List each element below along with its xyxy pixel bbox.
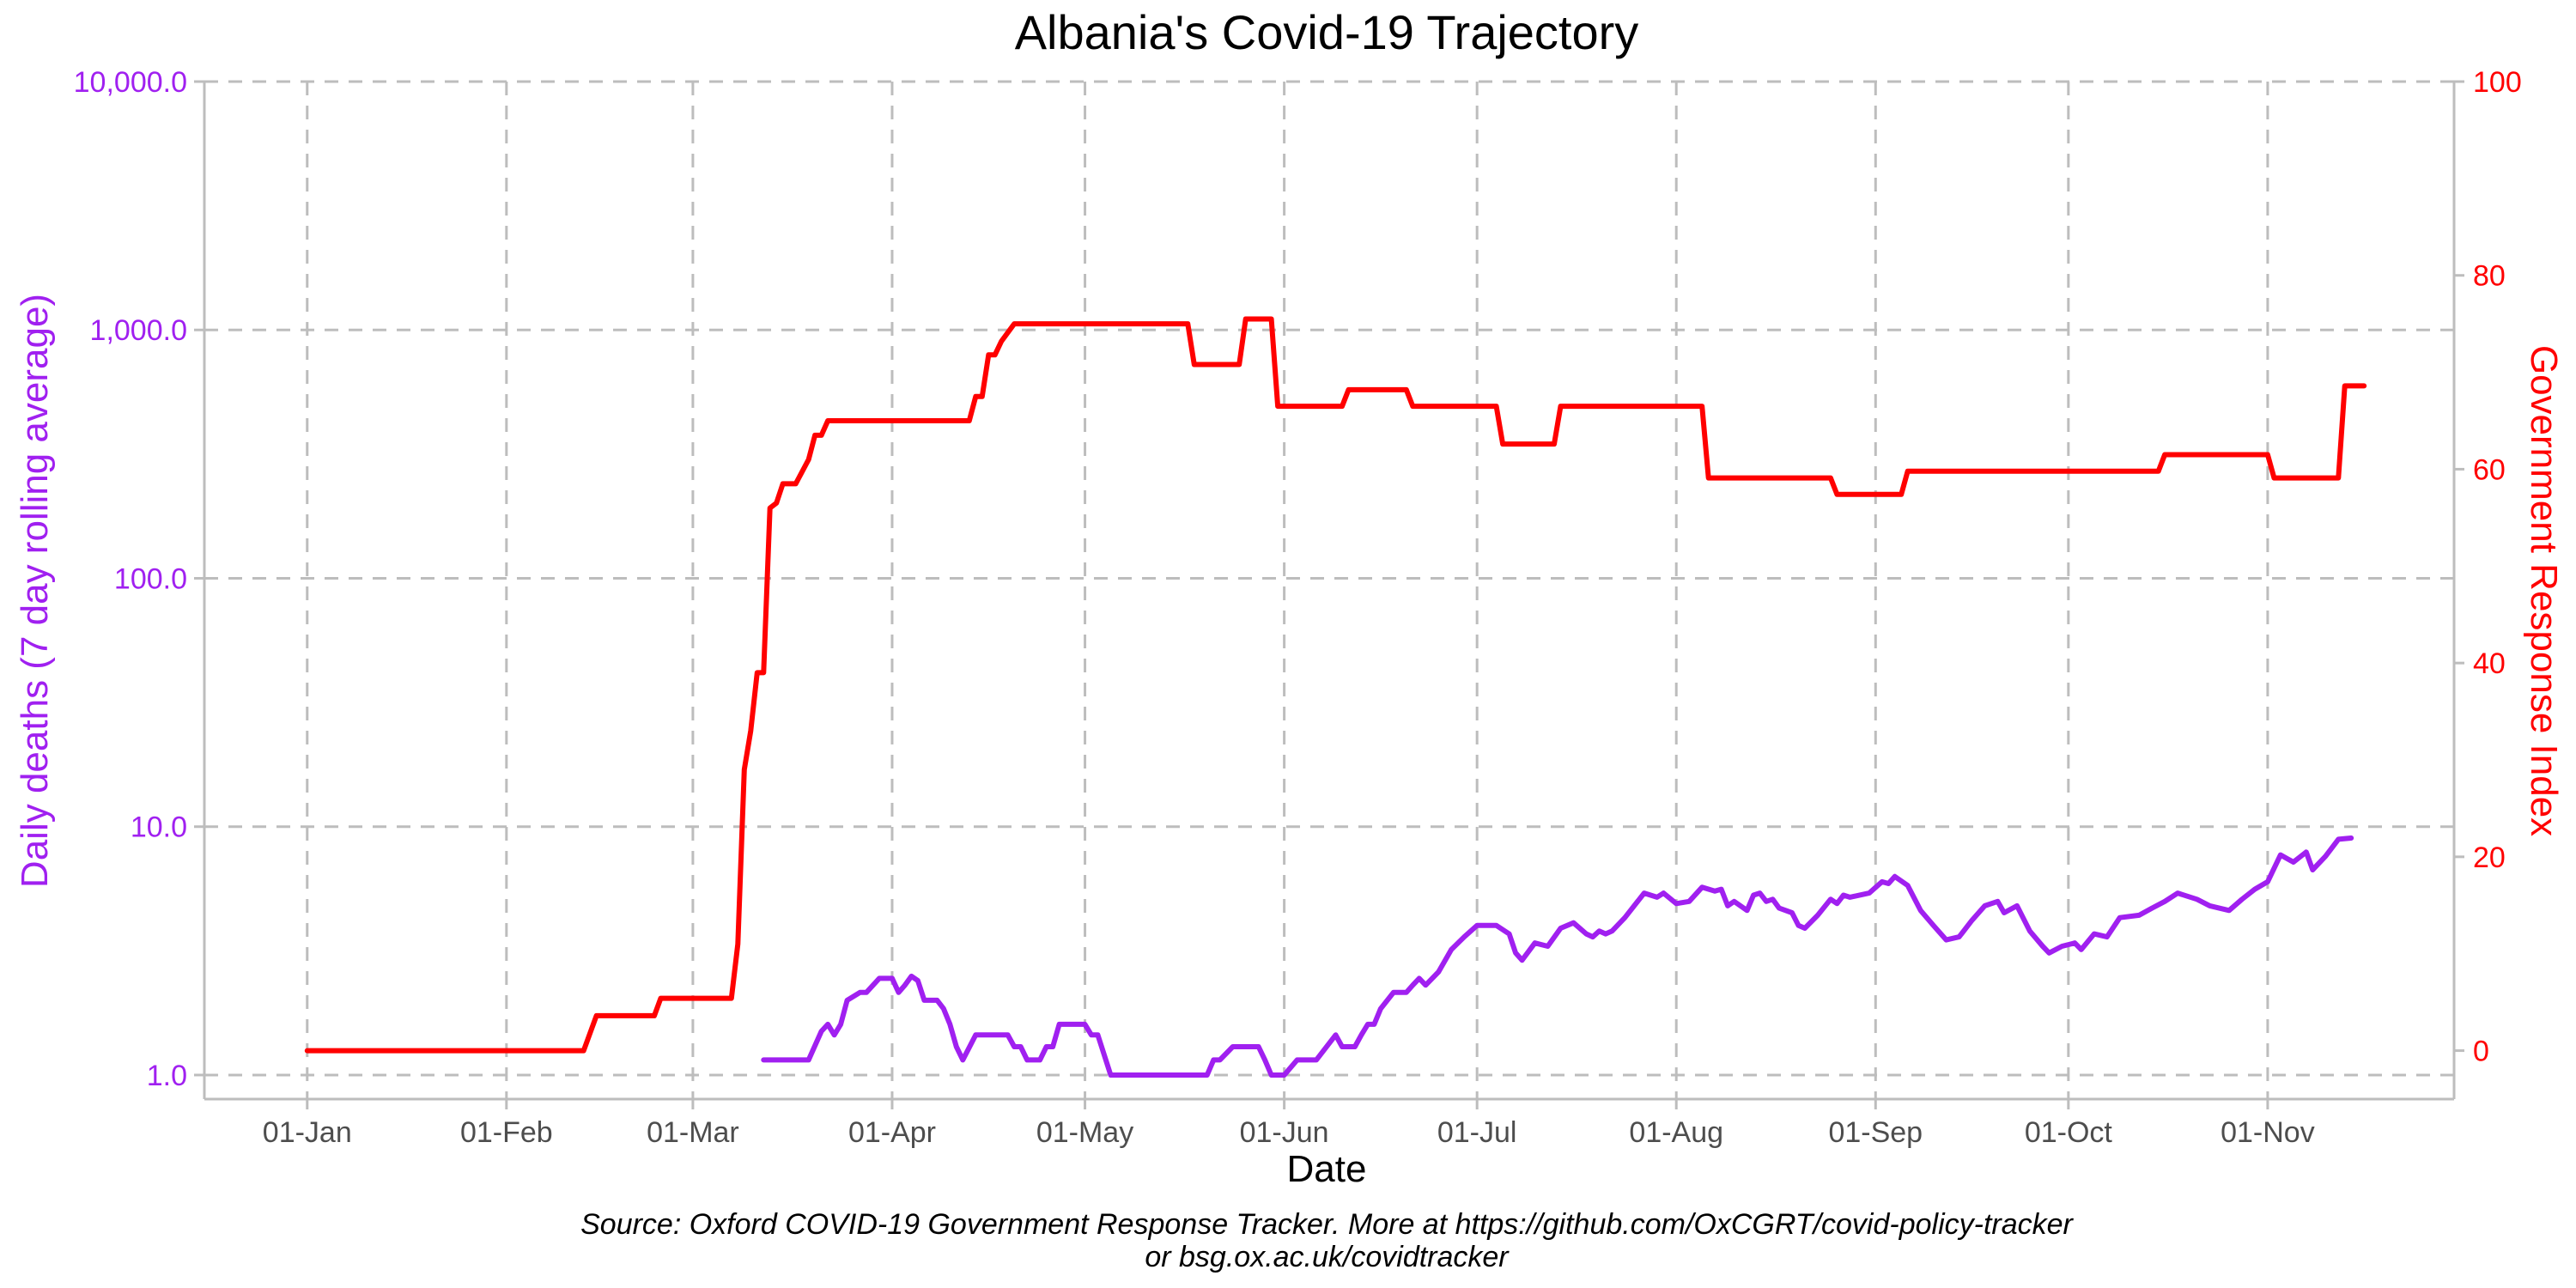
chart-title: Albania's Covid-19 Trajectory	[1015, 5, 1639, 59]
left-axis-ticks: 1.0 10.0 100.0 1,000.0 10,000.0	[74, 66, 204, 1092]
left-tick-label: 1,000.0	[90, 314, 187, 347]
left-tick-label: 10,000.0	[74, 66, 187, 99]
x-tick-label: 01-Sep	[1828, 1116, 1923, 1149]
right-axis-ticks: 0 20 40 60 80 100	[2454, 66, 2522, 1068]
right-tick-label: 100	[2473, 66, 2522, 99]
source-caption-line-1: Source: Oxford COVID-19 Government Respo…	[580, 1208, 2074, 1241]
right-tick-label: 80	[2473, 260, 2506, 293]
x-tick-label: 01-Jul	[1437, 1116, 1517, 1149]
right-axis-title: Government Response Index	[2523, 345, 2565, 836]
government-response-index-line	[304, 316, 2367, 1054]
left-axis-title: Daily deaths (7 day rolling average)	[14, 294, 56, 888]
x-tick-label: 01-May	[1036, 1116, 1133, 1149]
series-layer	[304, 316, 2367, 1078]
x-tick-label: 01-Jan	[263, 1116, 352, 1149]
x-tick-label: 01-Apr	[848, 1116, 936, 1149]
x-tick-label: 01-Nov	[2221, 1116, 2315, 1149]
left-tick-label: 100.0	[114, 562, 187, 595]
x-axis-ticks: 01-Jan 01-Feb 01-Mar 01-Apr 01-May 01-Jun 01-J…	[263, 1099, 2315, 1149]
left-tick-label: 1.0	[147, 1060, 187, 1092]
right-tick-label: 0	[2473, 1036, 2489, 1068]
right-tick-label: 20	[2473, 841, 2506, 874]
source-caption-line-2: or bsg.ox.ac.uk/covidtracker	[1145, 1241, 1510, 1273]
x-axis-title: Date	[1287, 1148, 1367, 1190]
x-tick-label: 01-Feb	[460, 1116, 553, 1149]
right-tick-label: 40	[2473, 647, 2506, 680]
daily-deaths-line	[761, 835, 2354, 1078]
x-tick-label: 01-Mar	[647, 1116, 739, 1149]
x-tick-label: 01-Aug	[1629, 1116, 1723, 1149]
right-tick-label: 60	[2473, 453, 2506, 486]
axes	[203, 82, 2456, 1101]
x-tick-label: 01-Oct	[2025, 1116, 2113, 1149]
left-tick-label: 10.0	[131, 811, 187, 844]
grid	[204, 80, 2454, 1099]
x-tick-label: 01-Jun	[1240, 1116, 1329, 1149]
